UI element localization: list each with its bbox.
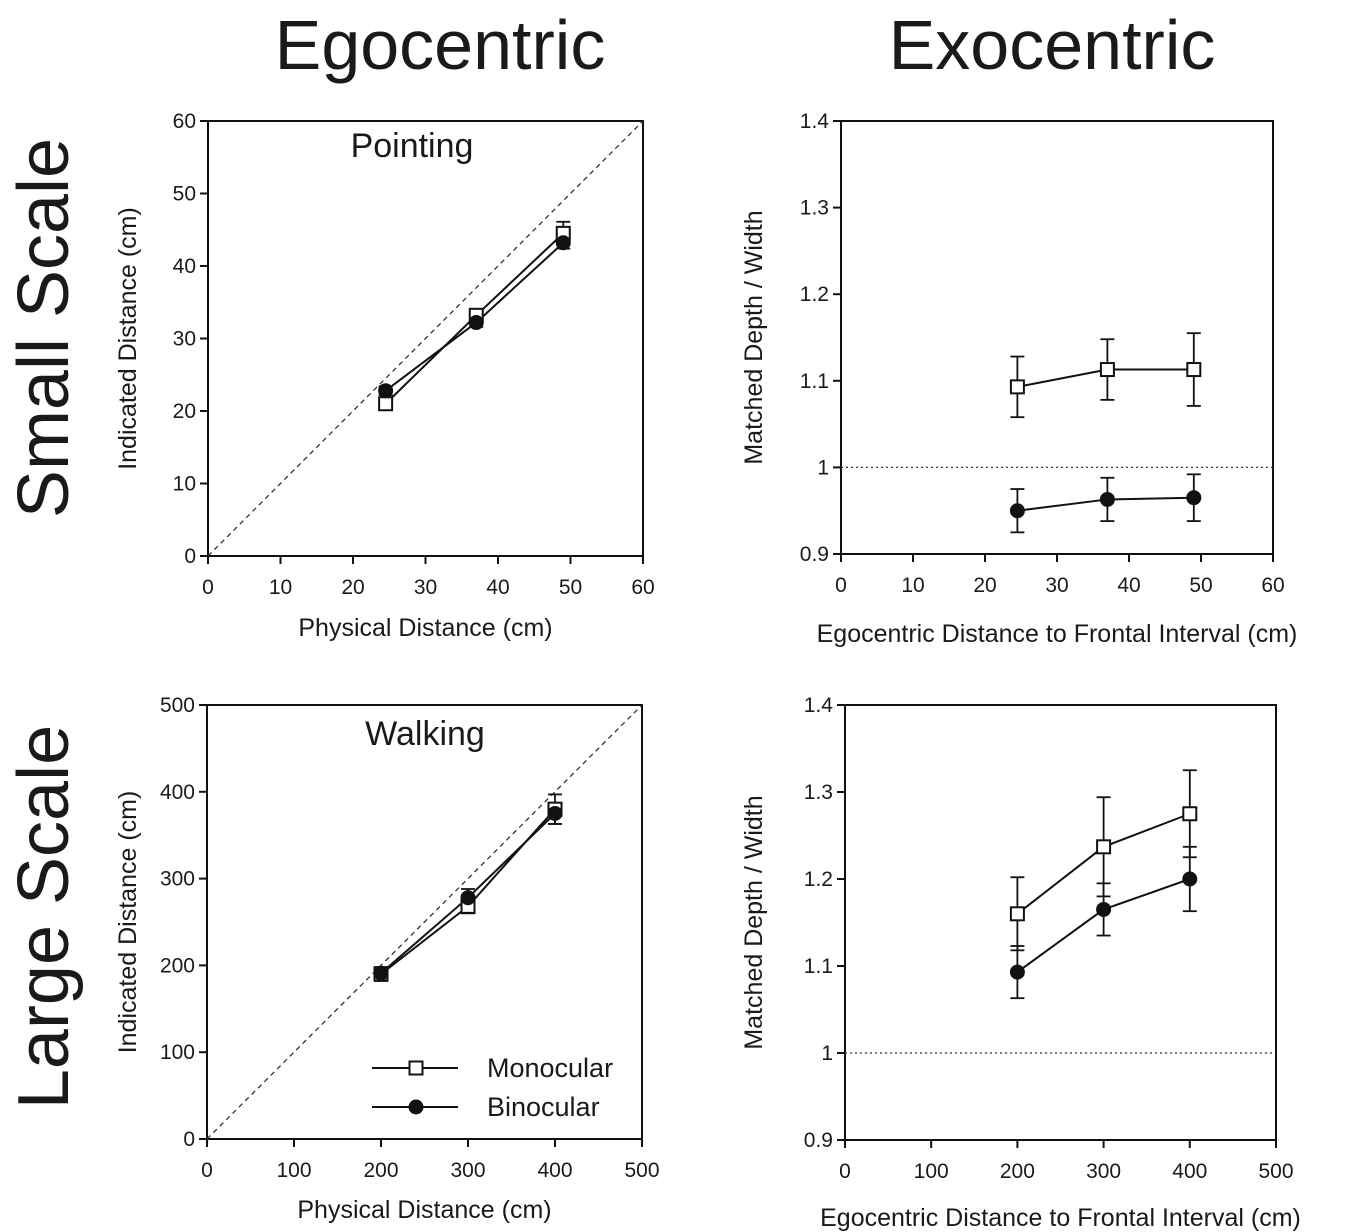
panel-title: Walking: [365, 715, 485, 753]
y-tick-label: 1.2: [800, 283, 829, 306]
x-axis-label: Physical Distance (cm): [297, 1196, 551, 1224]
plot-frame: [844, 704, 1277, 1141]
y-tick-label: 30: [173, 328, 196, 351]
data-point-binocular: [1009, 964, 1025, 980]
chart-large-scale-exocentric: 0 100 200 300 400 500 0.9 1 1.1 1.2 1.3 1.4 Egocentr…: [740, 694, 1301, 1232]
y-tick-label: 400: [160, 781, 195, 804]
x-tick-label: 100: [276, 1159, 311, 1182]
y-tick-label: 10: [173, 473, 196, 496]
y-tick-label: 0.9: [800, 543, 829, 566]
data-point-binocular: [373, 965, 389, 981]
y-tick-label: 1.4: [804, 694, 834, 717]
x-tick-label: 500: [624, 1159, 659, 1182]
x-tick-label: 0: [202, 576, 214, 599]
data-point-binocular: [555, 235, 571, 251]
data-point-monocular: [1182, 806, 1198, 822]
row-title-large-scale: Large Scale: [4, 725, 84, 1109]
data-point-binocular: [460, 890, 476, 906]
plot-frame: [206, 704, 643, 1140]
legend-marker-monocular: [408, 1060, 424, 1076]
y-tick-label: 1: [821, 1042, 833, 1065]
data-point-binocular: [1009, 503, 1025, 519]
column-title-exocentric: Exocentric: [889, 6, 1216, 84]
chart-small-scale-egocentric: 0 10 20 30 40 50 60 0 10 20 30 40 50 60 Physical Dista…: [114, 110, 655, 642]
y-tick-label: 50: [173, 183, 196, 206]
y-tick-label: 1: [817, 456, 829, 479]
legend-label-monocular: Monocular: [487, 1053, 613, 1083]
x-tick-label: 50: [559, 576, 582, 599]
data-point-binocular: [1096, 901, 1112, 917]
x-tick-label: 0: [201, 1159, 213, 1182]
data-point-monocular: [378, 396, 394, 412]
y-tick-label: 0: [183, 1128, 195, 1151]
y-axis-label: Matched Depth / Width: [740, 795, 768, 1049]
x-tick-label: 200: [363, 1159, 398, 1182]
x-tick-label: 500: [1258, 1160, 1293, 1183]
y-tick-label: 1.3: [800, 197, 829, 220]
data-point-monocular: [1099, 362, 1115, 378]
x-tick-label: 60: [631, 576, 654, 599]
y-tick-label: 40: [173, 255, 196, 278]
y-tick-label: 0: [184, 545, 196, 568]
data-point-monocular: [1186, 362, 1202, 378]
row-title-small-scale: Small Scale: [4, 138, 84, 518]
x-tick-label: 400: [537, 1159, 572, 1182]
x-tick-label: 0: [839, 1160, 851, 1183]
x-tick-label: 30: [1045, 574, 1068, 597]
y-axis-label: Indicated Distance (cm): [114, 791, 142, 1054]
y-tick-label: 100: [160, 1041, 195, 1064]
y-tick-label: 0.9: [804, 1129, 833, 1152]
plot-frame: [840, 120, 1274, 555]
x-tick-label: 30: [414, 576, 437, 599]
data-point-binocular: [1099, 491, 1115, 507]
y-axis-label: Indicated Distance (cm): [114, 207, 142, 470]
x-tick-label: 40: [1117, 574, 1140, 597]
x-tick-label: 40: [486, 576, 509, 599]
data-point-binocular: [547, 806, 563, 821]
x-tick-label: 50: [1189, 574, 1212, 597]
y-tick-label: 1.3: [804, 781, 833, 804]
y-axis-label: Matched Depth / Width: [740, 210, 768, 464]
reference-line: [206, 704, 643, 1140]
y-tick-label: 500: [160, 694, 195, 717]
legend-marker-binocular: [408, 1099, 424, 1115]
y-tick-label: 1.1: [800, 370, 829, 393]
data-point-binocular: [468, 315, 484, 331]
x-tick-label: 20: [341, 576, 364, 599]
x-tick-label: 300: [450, 1159, 485, 1182]
y-tick-label: 20: [173, 400, 196, 423]
x-tick-label: 60: [1261, 574, 1284, 597]
data-point-binocular: [1182, 871, 1198, 887]
legend-label-binocular: Binocular: [487, 1092, 600, 1122]
panel-title: Pointing: [351, 127, 474, 165]
reference-line: [207, 120, 644, 557]
y-tick-label: 200: [160, 954, 195, 977]
data-point-binocular: [1186, 490, 1202, 506]
x-tick-label: 20: [973, 574, 996, 597]
y-tick-label: 1.1: [804, 955, 833, 978]
column-title-egocentric: Egocentric: [275, 6, 606, 84]
x-tick-label: 0: [835, 574, 847, 597]
x-tick-label: 200: [1000, 1160, 1035, 1183]
data-point-binocular: [378, 383, 394, 399]
x-tick-label: 400: [1172, 1160, 1207, 1183]
x-axis-label: Egocentric Distance to Frontal Interval …: [817, 620, 1298, 648]
y-tick-label: 1.4: [800, 110, 830, 133]
y-tick-label: 300: [160, 868, 195, 891]
y-tick-label: 60: [173, 110, 196, 133]
x-tick-label: 100: [914, 1160, 949, 1183]
data-point-monocular: [1009, 379, 1025, 395]
chart-large-scale-egocentric: 0 100 200 300 400 500 0 100 200 300 400 500 Physical…: [114, 694, 660, 1224]
x-tick-label: 300: [1086, 1160, 1121, 1183]
x-axis-label: Egocentric Distance to Frontal Interval …: [820, 1204, 1301, 1232]
x-tick-label: 10: [901, 574, 924, 597]
data-point-monocular: [1009, 906, 1025, 922]
y-tick-label: 1.2: [804, 868, 833, 891]
x-axis-label: Physical Distance (cm): [298, 614, 552, 642]
chart-small-scale-exocentric: 0 10 20 30 40 50 60 0.9 1 1.1 1.2 1.3 1.4 Egocentric …: [740, 110, 1297, 648]
x-tick-label: 10: [269, 576, 292, 599]
data-point-monocular: [1096, 839, 1112, 855]
